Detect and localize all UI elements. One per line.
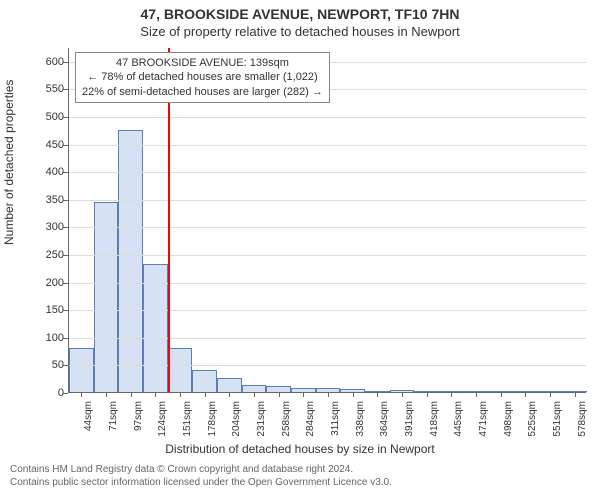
ytick-mark [63, 338, 68, 339]
footer-attribution: Contains HM Land Registry data © Crown c… [10, 464, 594, 489]
ytick-mark [63, 200, 68, 201]
ytick-mark [63, 393, 68, 394]
xtick-mark [180, 392, 181, 397]
ytick-label: 200 [24, 277, 64, 289]
xtick-mark [106, 392, 107, 397]
xtick-mark [451, 392, 452, 397]
xtick-mark [155, 392, 156, 397]
ytick-mark [63, 172, 68, 173]
ytick-mark [63, 227, 68, 228]
footer-line-1: Contains HM Land Registry data © Crown c… [10, 464, 594, 477]
property-callout: 47 BROOKSIDE AVENUE: 139sqm← 78% of deta… [75, 52, 330, 103]
ytick-mark [63, 365, 68, 366]
xtick-mark [353, 392, 354, 397]
ytick-label: 250 [24, 249, 64, 261]
xtick-mark [575, 392, 576, 397]
xtick-mark [303, 392, 304, 397]
ytick-mark [63, 255, 68, 256]
ytick-label: 350 [24, 194, 64, 206]
xtick-mark [229, 392, 230, 397]
histogram-bar [192, 370, 217, 392]
ytick-label: 400 [24, 166, 64, 178]
histogram-bar [118, 130, 143, 392]
gridline [69, 338, 586, 339]
ytick-label: 300 [24, 221, 64, 233]
histogram-bar [242, 385, 267, 392]
x-axis-label: Distribution of detached houses by size … [0, 442, 600, 456]
ytick-label: 0 [24, 387, 64, 399]
callout-line: ← 78% of detached houses are smaller (1,… [82, 70, 323, 84]
gridline [69, 365, 586, 366]
xtick-mark [81, 392, 82, 397]
ytick-mark [63, 310, 68, 311]
y-axis-label: Number of detached properties [2, 80, 16, 245]
gridline [69, 172, 586, 173]
footer-line-2: Contains public sector information licen… [10, 477, 594, 490]
ytick-label: 500 [24, 111, 64, 123]
xtick-mark [550, 392, 551, 397]
gridline [69, 255, 586, 256]
gridline [69, 227, 586, 228]
ytick-label: 150 [24, 304, 64, 316]
gridline [69, 310, 586, 311]
xtick-mark [254, 392, 255, 397]
histogram-bar [217, 378, 242, 392]
gridline [69, 200, 586, 201]
chart-root: { "chart": { "type": "histogram", "title… [0, 0, 600, 500]
xtick-mark [377, 392, 378, 397]
ytick-label: 50 [24, 359, 64, 371]
xtick-mark [501, 392, 502, 397]
ytick-label: 550 [24, 83, 64, 95]
ytick-mark [63, 62, 68, 63]
plot-area: 47 BROOKSIDE AVENUE: 139sqm← 78% of deta… [68, 48, 586, 393]
xtick-mark [328, 392, 329, 397]
ytick-mark [63, 145, 68, 146]
xtick-mark [131, 392, 132, 397]
ytick-label: 600 [24, 56, 64, 68]
ytick-mark [63, 117, 68, 118]
xtick-mark [279, 392, 280, 397]
gridline [69, 283, 586, 284]
xtick-mark [525, 392, 526, 397]
chart-subtitle: Size of property relative to detached ho… [0, 24, 600, 39]
histogram-bar [94, 202, 119, 392]
ytick-mark [63, 89, 68, 90]
gridline [69, 117, 586, 118]
xtick-mark [205, 392, 206, 397]
xtick-mark [427, 392, 428, 397]
xtick-mark [476, 392, 477, 397]
callout-line: 22% of semi-detached houses are larger (… [82, 85, 323, 99]
ytick-mark [63, 283, 68, 284]
chart-title: 47, BROOKSIDE AVENUE, NEWPORT, TF10 7HN [0, 6, 600, 22]
gridline [69, 145, 586, 146]
ytick-label: 450 [24, 139, 64, 151]
callout-line: 47 BROOKSIDE AVENUE: 139sqm [82, 56, 323, 70]
xtick-mark [402, 392, 403, 397]
histogram-bar [69, 348, 94, 392]
ytick-label: 100 [24, 332, 64, 344]
histogram-bar [168, 348, 193, 392]
